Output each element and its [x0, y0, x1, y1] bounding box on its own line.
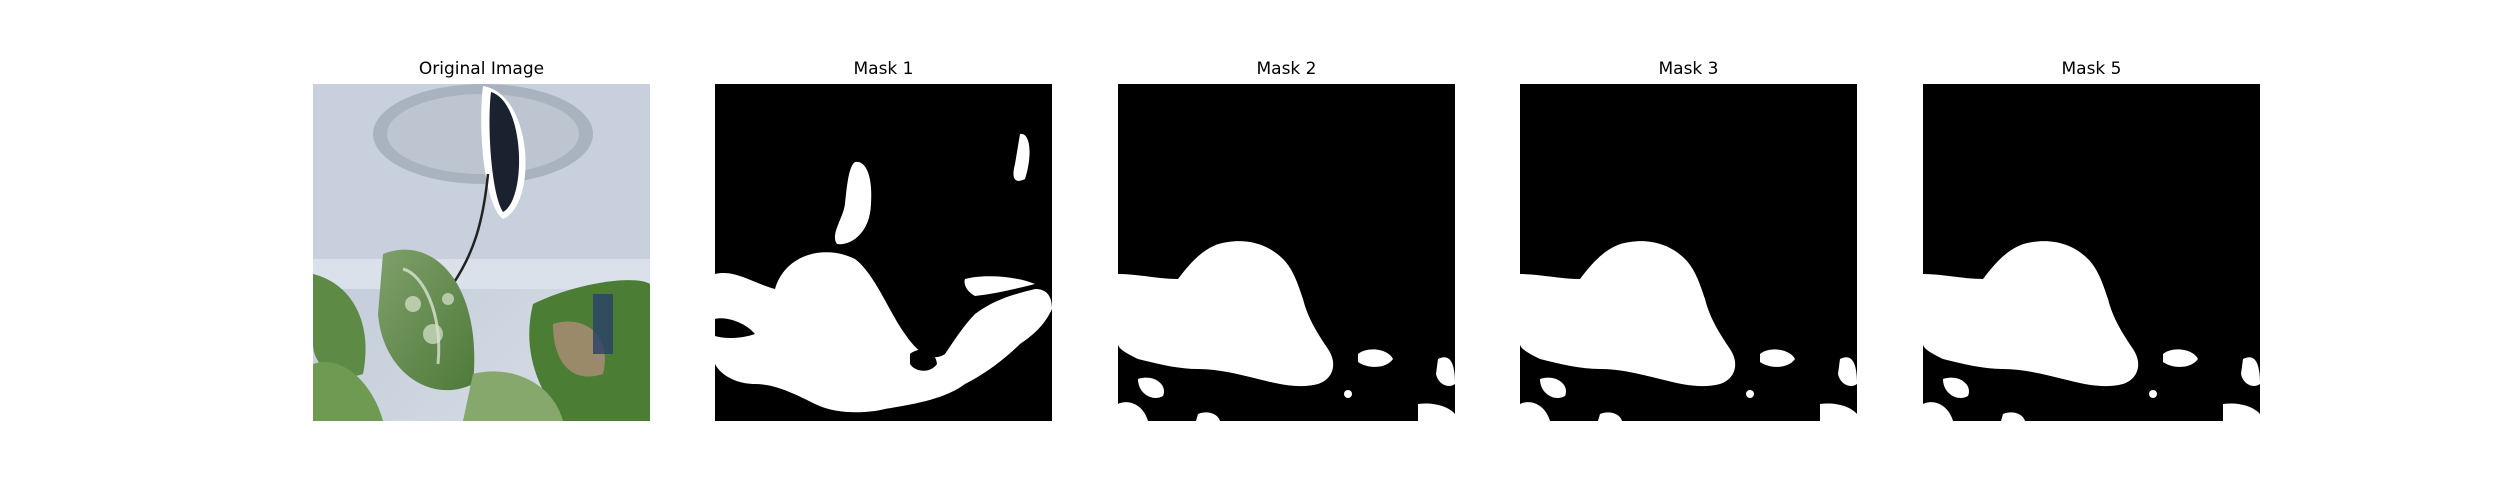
panel-title-mask-2: Mask 2: [1256, 59, 1317, 79]
mask-5-panel: [1923, 84, 2260, 421]
mask-1-image: [715, 84, 1052, 421]
original-photo: [313, 84, 650, 421]
panel-title-mask-1: Mask 1: [853, 59, 914, 79]
mask-2-panel: [1118, 84, 1455, 421]
panel-title-mask-5: Mask 5: [2061, 59, 2122, 79]
mask-3-panel: [1520, 84, 1857, 421]
mask-3-image: [1520, 84, 1857, 421]
mask-1-panel: [715, 84, 1052, 421]
panel-title-original-image: Original Image: [418, 59, 545, 79]
mask-2-image: [1118, 84, 1455, 421]
panel-title-mask-3: Mask 3: [1658, 59, 1719, 79]
mask-5-image: [1923, 84, 2260, 421]
original-image-panel: [313, 84, 650, 421]
